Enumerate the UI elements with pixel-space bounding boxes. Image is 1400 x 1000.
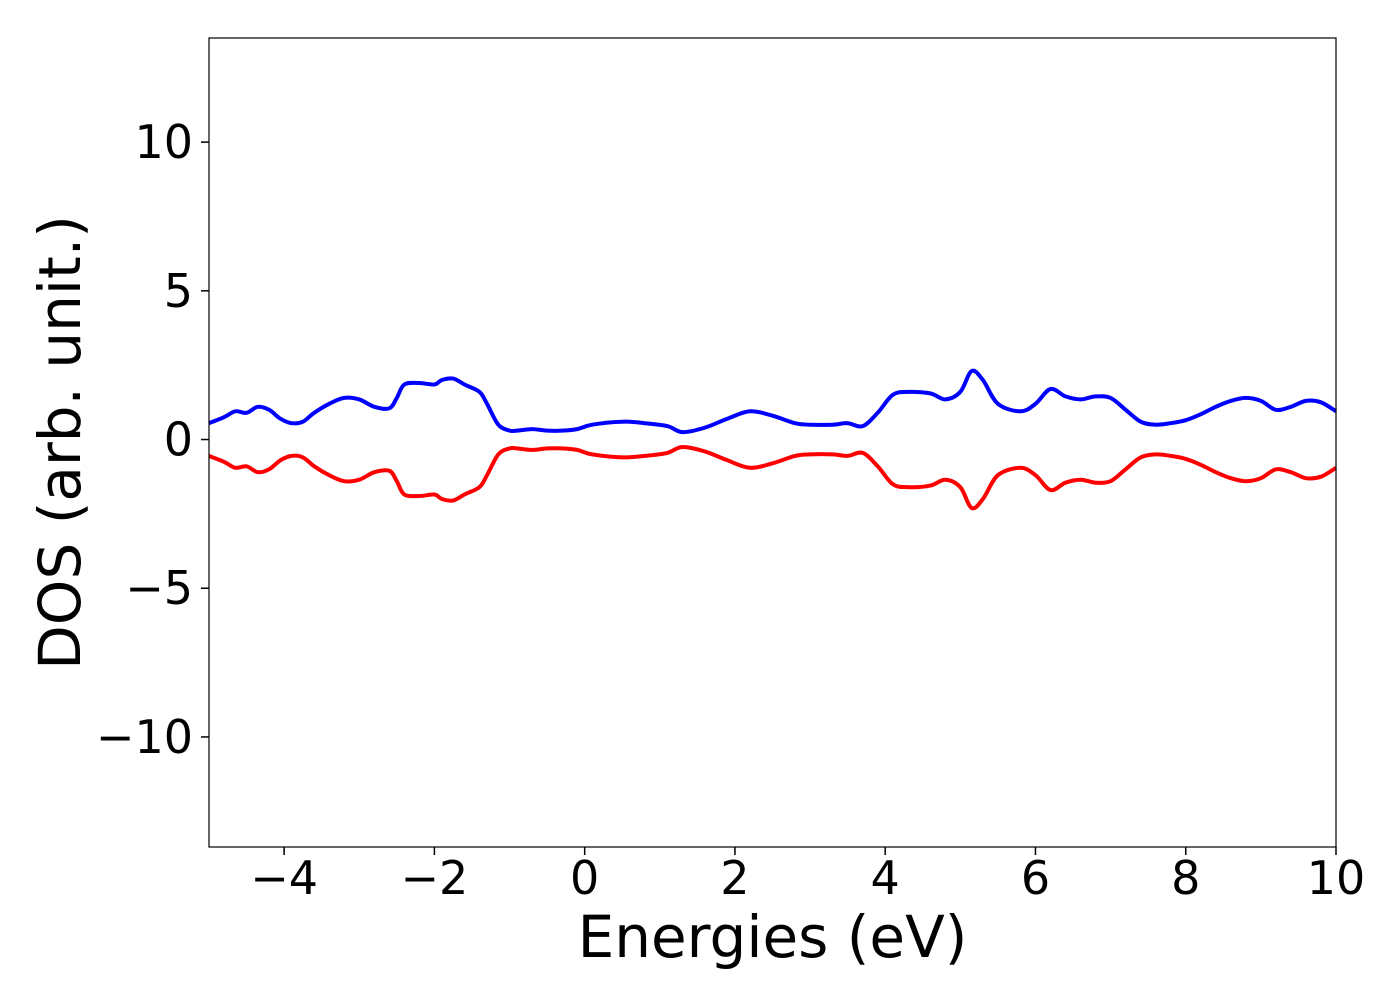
x-tick-label: 8 [1171, 851, 1200, 905]
x-tick-label: −4 [250, 851, 318, 905]
x-tick-label: 6 [1021, 851, 1050, 905]
plot-frame [208, 37, 1337, 848]
x-tick-label: 10 [1307, 851, 1366, 905]
x-tick-label: −2 [400, 851, 468, 905]
series-line-2 [208, 444, 1338, 511]
y-axis-label: DOS (arb. unit.) [26, 215, 94, 670]
y-tick-label: −5 [125, 561, 193, 615]
y-tick-label: 10 [134, 115, 193, 169]
x-tick-label: 2 [720, 851, 749, 905]
y-axis: −10 −5 0 5 10 [96, 115, 209, 764]
series-line-1 [208, 368, 1338, 435]
x-axis: −4 −2 0 2 4 6 8 10 [250, 847, 1365, 905]
x-axis-label: Energies (eV) [578, 903, 968, 971]
y-tick-label: 5 [164, 264, 193, 318]
series-layer [208, 368, 1338, 511]
y-tick-label: 0 [164, 413, 193, 467]
x-tick-label: 4 [871, 851, 900, 905]
y-tick-label: −10 [96, 710, 193, 764]
x-tick-label: 0 [570, 851, 599, 905]
